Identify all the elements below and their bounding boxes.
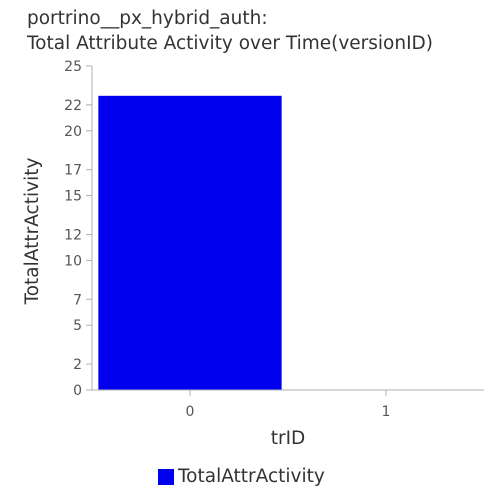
y-tick-label: 10 xyxy=(64,253,82,269)
x-axis-title: trID xyxy=(271,428,306,449)
y-tick-label: 12 xyxy=(64,227,82,243)
chart-subtitle: Total Attribute Activity over Time(versi… xyxy=(27,33,434,54)
x-tick-label: 0 xyxy=(186,404,195,420)
y-tick-label: 25 xyxy=(64,59,82,75)
bars-layer xyxy=(98,95,282,391)
x-tick-label: 1 xyxy=(382,404,391,420)
chart-title: portrino__px_hybrid_auth: xyxy=(27,8,268,29)
y-tick-label: 2 xyxy=(73,357,82,373)
y-tick-label: 7 xyxy=(73,292,82,308)
y-tick-label: 15 xyxy=(64,189,82,205)
y-tick-label: 22 xyxy=(64,98,82,114)
axes-layer xyxy=(91,66,484,391)
y-tick-label: 0 xyxy=(73,383,82,399)
legend-label: TotalAttrActivity xyxy=(178,466,325,487)
y-tick-label: 5 xyxy=(73,318,82,334)
y-tick-label: 17 xyxy=(64,163,82,179)
legend[interactable]: TotalAttrActivity xyxy=(158,466,325,487)
y-axis-title: TotalAttrActivity xyxy=(22,158,43,306)
legend-swatch xyxy=(158,468,174,485)
y-tick-label: 20 xyxy=(64,124,82,140)
bar-0[interactable] xyxy=(98,95,282,391)
chart-title-block: portrino__px_hybrid_auth: Total Attribut… xyxy=(27,6,433,56)
